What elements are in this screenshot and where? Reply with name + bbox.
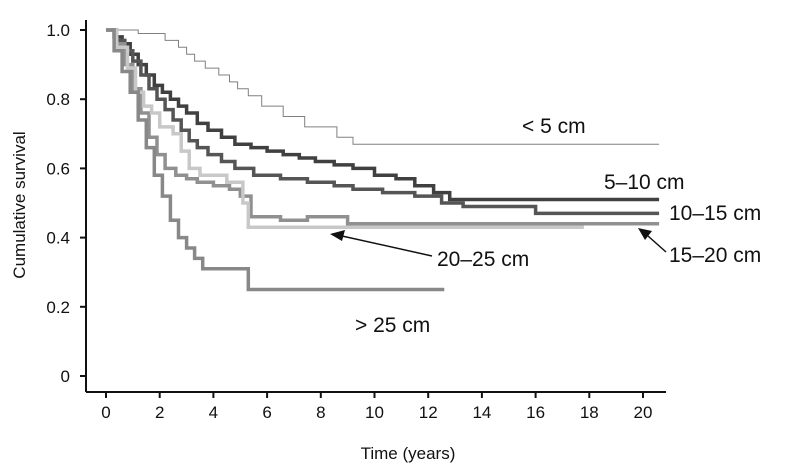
x-tick-label: 0 [101, 403, 110, 422]
x-ticks: 0 2 4 6 8 10 12 14 16 18 20 [101, 392, 652, 422]
y-tick-label: 1.0 [46, 21, 70, 40]
y-tick-label: 0.4 [46, 229, 70, 248]
series-line-2 [106, 28, 660, 216]
y-axis-title: Cumulative survival [10, 131, 29, 278]
label-20-25cm: 20–25 cm [437, 248, 529, 271]
arrow-15-20cm [638, 228, 667, 253]
axes [85, 20, 666, 393]
series-line-0 [106, 29, 660, 145]
x-tick-label: 2 [155, 403, 164, 422]
label-15-20cm: 15–20 cm [669, 244, 761, 267]
label-5-10cm: 5–10 cm [604, 171, 685, 194]
x-tick-label: 10 [365, 403, 384, 422]
series-line-1 [106, 28, 660, 202]
x-tick-label: 6 [262, 403, 271, 422]
y-ticks: 0 0.2 0.4 0.6 0.8 1.0 [46, 21, 86, 386]
label-10-15cm: 10–15 cm [669, 202, 761, 225]
series-line-4 [106, 28, 584, 229]
x-tick-label: 12 [419, 403, 438, 422]
series-annotations: < 5 cm 5–10 cm 10–15 cm 15–20 cm 20–25 c… [330, 115, 761, 337]
x-axis-title: Time (years) [361, 444, 456, 463]
y-tick-label: 0.2 [46, 298, 70, 317]
series-line-3 [106, 28, 660, 226]
x-tick-label: 18 [580, 403, 599, 422]
y-tick-label: 0.8 [46, 90, 70, 109]
arrow-20-25cm [330, 230, 433, 257]
x-tick-label: 16 [526, 403, 545, 422]
label-lt5cm: < 5 cm [522, 115, 586, 138]
x-tick-label: 14 [472, 403, 491, 422]
label-gt25cm: > 25 cm [355, 314, 430, 337]
x-tick-label: 4 [209, 403, 218, 422]
series-line-5 [106, 28, 445, 292]
y-tick-label: 0.6 [46, 159, 70, 178]
series-layer [106, 28, 660, 292]
x-tick-label: 20 [634, 403, 653, 422]
x-tick-label: 8 [316, 403, 325, 422]
y-tick-label: 0 [61, 367, 70, 386]
